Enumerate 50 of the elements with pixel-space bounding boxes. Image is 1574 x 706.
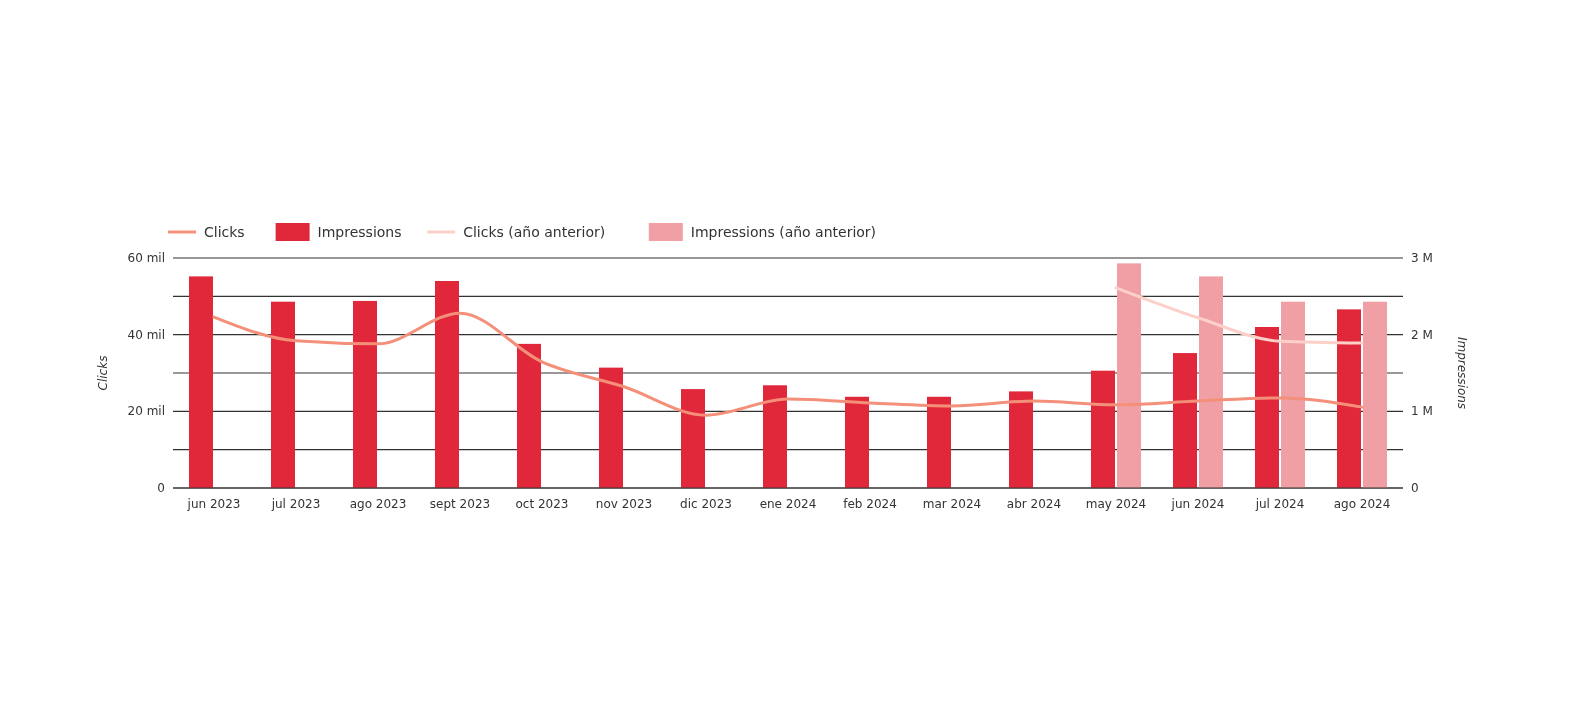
x-tick-label: jun 2024 xyxy=(1170,497,1225,511)
bar xyxy=(1009,391,1033,488)
bar xyxy=(189,276,213,488)
bar xyxy=(1117,263,1141,488)
bar xyxy=(271,301,295,488)
line-series xyxy=(212,311,1364,417)
y2-tick-label: 2 M xyxy=(1411,327,1433,342)
legend-label: Clicks xyxy=(204,224,245,240)
x-tick-label: jun 2023 xyxy=(186,497,241,511)
x-tick-label: nov 2023 xyxy=(595,497,653,511)
legend-label: Clicks (año anterior) xyxy=(463,224,606,240)
bar xyxy=(435,281,459,488)
x-tick-label: oct 2023 xyxy=(515,497,569,511)
x-tick-label: jul 2024 xyxy=(1254,497,1305,511)
y-tick-label: 20 mil xyxy=(127,404,165,419)
line-series xyxy=(1114,286,1364,345)
bar xyxy=(1255,327,1279,488)
bar xyxy=(1363,301,1387,488)
y2-axis-title: Impressions xyxy=(1455,336,1469,410)
x-tick-label: ago 2024 xyxy=(1333,497,1391,511)
y2-tick-label: 1 M xyxy=(1411,404,1433,419)
y-tick-label: 60 mil xyxy=(127,251,165,265)
y2-tick-label: 0 xyxy=(1411,481,1419,495)
x-tick-label: ene 2024 xyxy=(759,497,817,511)
bar xyxy=(1199,276,1223,488)
y-axis-title: Clicks xyxy=(96,355,110,391)
bar xyxy=(517,343,541,488)
x-tick-label: dic 2023 xyxy=(680,497,732,511)
x-tick-label: feb 2024 xyxy=(843,497,897,511)
y-tick-label: 0 xyxy=(157,481,165,495)
bar xyxy=(353,300,377,488)
bar xyxy=(1173,353,1197,488)
x-tick-label: may 2024 xyxy=(1085,497,1147,511)
x-tick-label: sept 2023 xyxy=(429,497,491,511)
bar xyxy=(1281,301,1305,488)
bar xyxy=(927,396,951,488)
bar xyxy=(763,385,787,488)
x-tick-label: mar 2024 xyxy=(922,497,982,511)
legend-label: Impressions xyxy=(317,224,402,240)
bar xyxy=(599,367,623,488)
bar xyxy=(845,396,869,488)
y2-tick-label: 3 M xyxy=(1411,251,1433,265)
bar xyxy=(1091,370,1115,488)
bar xyxy=(1337,309,1361,488)
x-tick-label: ago 2023 xyxy=(349,497,407,511)
x-tick-label: abr 2024 xyxy=(1006,497,1062,511)
bar xyxy=(681,389,705,488)
legend-label: Impressions (año anterior) xyxy=(690,224,877,240)
y-tick-label: 40 mil xyxy=(127,327,165,342)
x-tick-label: jul 2023 xyxy=(270,497,321,511)
